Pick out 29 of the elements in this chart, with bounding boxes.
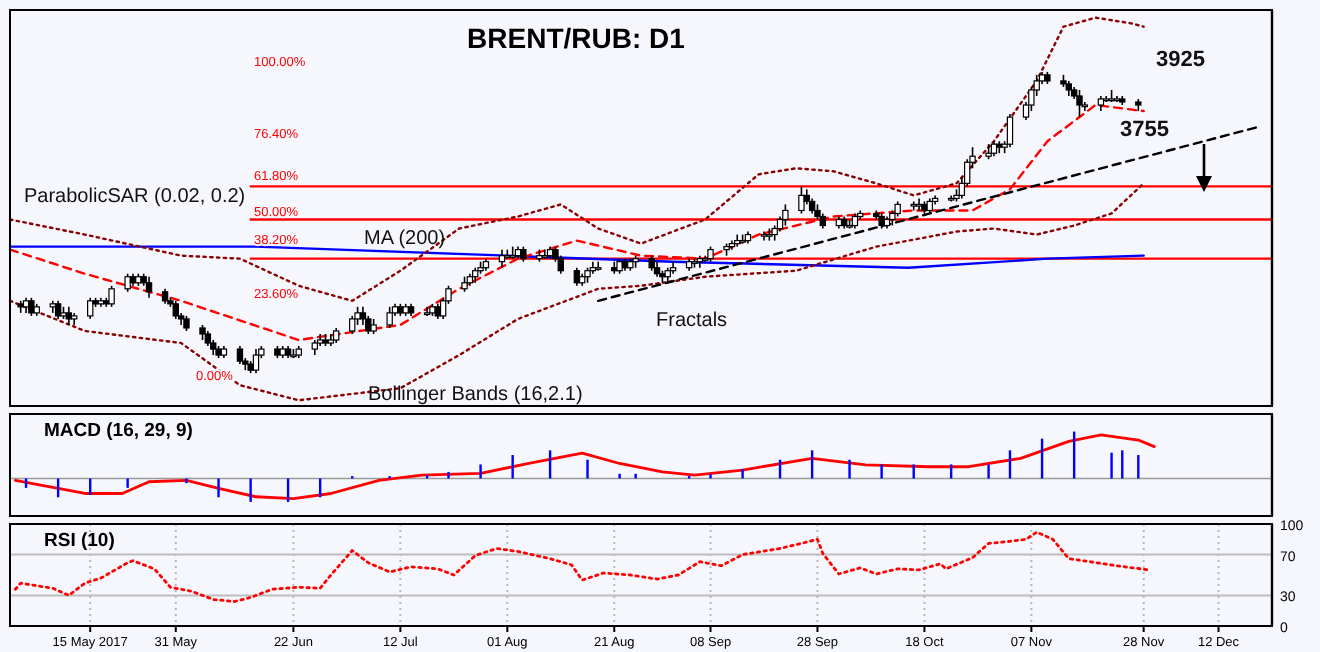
- candlestick: [1006, 113, 1014, 148]
- annotation: Fractals: [656, 310, 728, 332]
- candlestick: [557, 254, 564, 275]
- candlestick: [124, 272, 131, 293]
- candlestick: [354, 306, 361, 326]
- annotation: 3755: [1120, 118, 1169, 142]
- candlestick: [782, 203, 789, 227]
- annotation: ParabolicSAR (0.02, 0.2): [24, 186, 246, 208]
- annotation: MA (200): [364, 228, 446, 250]
- candlestick: [236, 345, 244, 365]
- candlestick: [1076, 89, 1083, 118]
- candlestick: [145, 275, 153, 299]
- candlestick: [28, 297, 35, 317]
- annotation: 3925: [1156, 48, 1205, 72]
- candlestick: [172, 300, 179, 320]
- chart-title: RSI (10): [44, 530, 115, 552]
- candlestick: [87, 297, 94, 320]
- line-series: [13, 530, 1151, 603]
- candlestick: [798, 185, 805, 215]
- candlestick: [349, 315, 356, 335]
- candlestick: [915, 197, 923, 212]
- candlestick: [365, 315, 372, 335]
- text: Bollinger Bands (16,2.1): [368, 384, 583, 406]
- candlestick: [252, 348, 260, 374]
- candlestick: [108, 284, 115, 308]
- candlestick: [359, 306, 367, 326]
- candlestick: [386, 306, 393, 329]
- chart-title: BRENT/RUB: D1: [467, 22, 686, 54]
- chart-title: MACD (16, 29, 9): [44, 420, 193, 442]
